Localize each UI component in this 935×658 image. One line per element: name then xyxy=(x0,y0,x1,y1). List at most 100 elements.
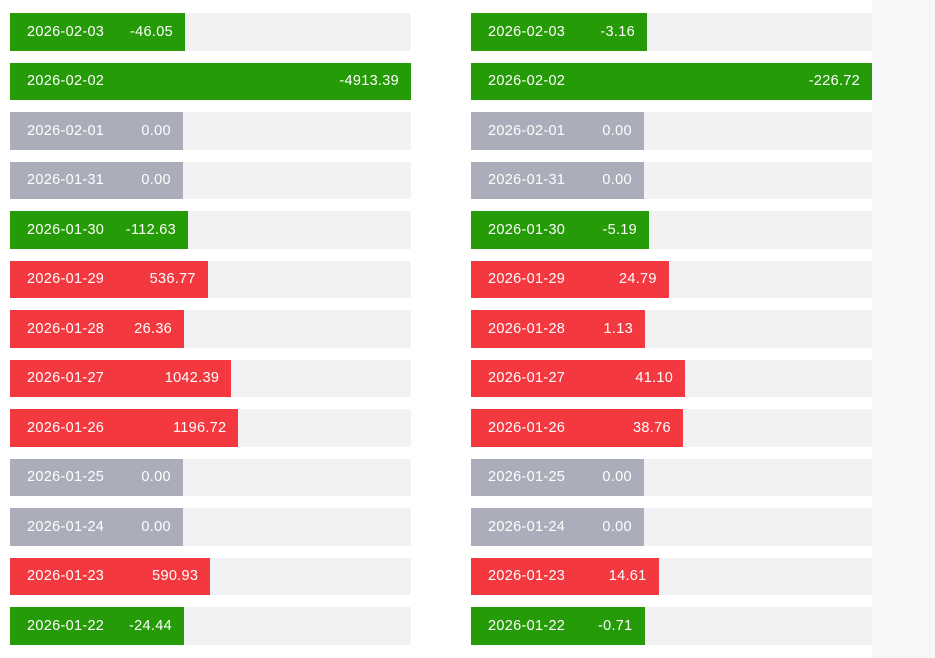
bar-row: 2026-01-22 -0.71 xyxy=(471,607,872,645)
bar-track: 2026-01-27 41.10 xyxy=(471,359,872,397)
bar-date-label: 2026-01-28 xyxy=(27,320,105,337)
bar-date-label: 2026-01-29 xyxy=(27,271,105,288)
value-bar: 2026-02-02 -4913.39 xyxy=(10,62,411,100)
value-bar: 2026-01-28 1.13 xyxy=(471,310,645,348)
bar-value-label: 0.00 xyxy=(141,518,171,535)
bar-row: 2026-01-28 26.36 xyxy=(10,310,411,348)
bar-row: 2026-01-25 0.00 xyxy=(10,458,411,496)
bar-date-label: 2026-01-23 xyxy=(27,568,105,585)
bar-row: 2026-01-23 14.61 xyxy=(471,557,872,595)
bar-value-label: 24.79 xyxy=(618,271,657,288)
bar-track: 2026-02-02 -226.72 xyxy=(471,62,872,100)
bar-chart-right: 2026-02-03 -3.16 2026-02-02 -226.72 2026… xyxy=(471,13,872,645)
bar-row: 2026-01-22 -24.44 xyxy=(10,607,411,645)
bar-value-label: 14.61 xyxy=(608,568,647,585)
bar-track: 2026-02-03 -3.16 xyxy=(471,13,872,51)
bar-date-label: 2026-01-29 xyxy=(488,271,566,288)
bar-date-label: 2026-01-30 xyxy=(27,221,105,238)
bar-value-label: 0.00 xyxy=(141,122,171,139)
bar-row: 2026-02-03 -3.16 xyxy=(471,13,872,51)
bar-date-label: 2026-02-03 xyxy=(27,23,105,40)
bar-row: 2026-01-30 -5.19 xyxy=(471,211,872,249)
value-bar: 2026-02-03 -46.05 xyxy=(10,13,185,51)
bar-track: 2026-01-31 0.00 xyxy=(10,161,411,199)
bar-row: 2026-01-31 0.00 xyxy=(10,161,411,199)
value-bar: 2026-01-26 38.76 xyxy=(471,409,683,447)
bar-track: 2026-01-29 24.79 xyxy=(471,260,872,298)
bar-date-label: 2026-01-26 xyxy=(27,419,105,436)
bar-value-label: -46.05 xyxy=(130,23,173,40)
bar-value-label: 0.00 xyxy=(602,518,632,535)
bar-date-label: 2026-01-24 xyxy=(27,518,105,535)
bar-value-label: 0.00 xyxy=(602,469,632,486)
bar-track: 2026-01-26 38.76 xyxy=(471,409,872,447)
bar-date-label: 2026-01-25 xyxy=(488,469,566,486)
bar-date-label: 2026-01-27 xyxy=(27,370,105,387)
value-bar: 2026-01-29 536.77 xyxy=(10,260,208,298)
value-bar: 2026-01-22 -0.71 xyxy=(471,607,645,645)
bar-date-label: 2026-02-01 xyxy=(488,122,566,139)
bar-date-label: 2026-02-02 xyxy=(488,73,566,90)
bar-row: 2026-01-24 0.00 xyxy=(471,508,872,546)
bar-row: 2026-01-28 1.13 xyxy=(471,310,872,348)
value-bar: 2026-01-31 0.00 xyxy=(471,161,644,199)
bar-date-label: 2026-01-22 xyxy=(27,617,105,634)
bar-date-label: 2026-01-27 xyxy=(488,370,566,387)
bar-track: 2026-01-29 536.77 xyxy=(10,260,411,298)
bar-date-label: 2026-01-31 xyxy=(27,172,105,189)
right-gutter xyxy=(872,0,935,658)
bar-date-label: 2026-01-31 xyxy=(488,172,566,189)
bar-value-label: 0.00 xyxy=(141,172,171,189)
bar-row: 2026-01-27 41.10 xyxy=(471,359,872,397)
bar-value-label: 590.93 xyxy=(152,568,199,585)
bar-date-label: 2026-01-28 xyxy=(488,320,566,337)
bar-value-label: -226.72 xyxy=(808,73,860,90)
bar-value-label: -5.19 xyxy=(602,221,638,238)
bar-row: 2026-02-02 -4913.39 xyxy=(10,62,411,100)
bar-row: 2026-02-02 -226.72 xyxy=(471,62,872,100)
bar-date-label: 2026-02-02 xyxy=(27,73,105,90)
bar-row: 2026-01-23 590.93 xyxy=(10,557,411,595)
bar-track: 2026-01-24 0.00 xyxy=(471,508,872,546)
bar-value-label: -3.16 xyxy=(600,23,635,40)
value-bar: 2026-01-24 0.00 xyxy=(471,508,644,546)
bar-row: 2026-02-01 0.00 xyxy=(10,112,411,150)
value-bar: 2026-01-28 26.36 xyxy=(10,310,185,348)
bar-row: 2026-01-29 536.77 xyxy=(10,260,411,298)
bar-track: 2026-01-23 590.93 xyxy=(10,557,411,595)
value-bar: 2026-02-01 0.00 xyxy=(471,112,644,150)
bar-date-label: 2026-01-25 xyxy=(27,469,105,486)
value-bar: 2026-01-27 41.10 xyxy=(471,359,686,397)
bar-row: 2026-01-25 0.00 xyxy=(471,458,872,496)
bar-value-label: 41.10 xyxy=(635,370,674,387)
value-bar: 2026-02-01 0.00 xyxy=(10,112,183,150)
bar-row: 2026-01-26 38.76 xyxy=(471,409,872,447)
bar-track: 2026-01-25 0.00 xyxy=(10,458,411,496)
value-bar: 2026-01-25 0.00 xyxy=(471,458,644,496)
bar-track: 2026-02-01 0.00 xyxy=(10,112,411,150)
bar-row: 2026-01-26 1196.72 xyxy=(10,409,411,447)
bar-track: 2026-01-28 1.13 xyxy=(471,310,872,348)
bar-value-label: 26.36 xyxy=(134,320,173,337)
bar-value-label: -0.71 xyxy=(597,617,633,634)
bar-row: 2026-01-24 0.00 xyxy=(10,508,411,546)
value-bar: 2026-01-31 0.00 xyxy=(10,161,183,199)
bar-value-label: 0.00 xyxy=(602,172,632,189)
bar-row: 2026-01-27 1042.39 xyxy=(10,359,411,397)
bar-track: 2026-01-24 0.00 xyxy=(10,508,411,546)
bar-value-label: 1196.72 xyxy=(172,419,227,436)
bar-value-label: -24.44 xyxy=(129,617,172,634)
bar-value-label: 38.76 xyxy=(633,419,671,436)
bar-value-label: 1.13 xyxy=(603,320,633,337)
bar-row: 2026-01-30 -112.63 xyxy=(10,211,411,249)
value-bar: 2026-01-29 24.79 xyxy=(471,260,669,298)
value-bar: 2026-02-03 -3.16 xyxy=(471,13,647,51)
bar-row: 2026-01-31 0.00 xyxy=(471,161,872,199)
value-bar: 2026-02-02 -226.72 xyxy=(471,62,872,100)
bar-track: 2026-01-30 -112.63 xyxy=(10,211,411,249)
bar-chart-left: 2026-02-03 -46.05 2026-02-02 -4913.39 20… xyxy=(10,13,411,645)
bar-track: 2026-01-27 1042.39 xyxy=(10,359,411,397)
bar-row: 2026-02-01 0.00 xyxy=(471,112,872,150)
bar-date-label: 2026-02-03 xyxy=(488,23,566,40)
